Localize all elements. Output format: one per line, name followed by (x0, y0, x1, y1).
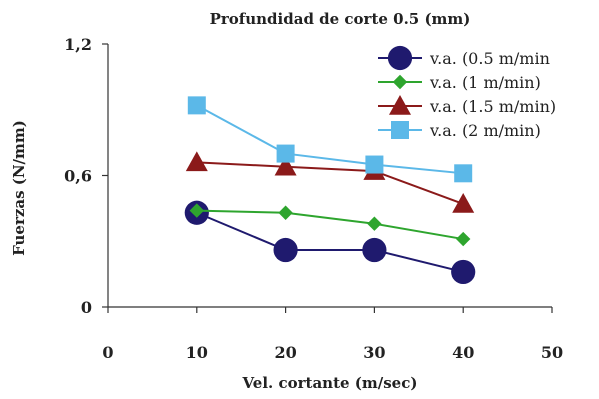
data-point (278, 205, 293, 220)
series-line (196, 104, 464, 175)
data-point (276, 144, 295, 163)
legend-item: v.a. (1.5 m/min) (378, 95, 556, 116)
y-axis-label: Fuerzas (N/mm) (10, 120, 28, 256)
series-group (184, 96, 476, 285)
series-1 (184, 200, 476, 285)
x-tick-label: 30 (363, 343, 385, 362)
x-axis-label: Vel. cortante (m/sec) (242, 374, 418, 392)
legend-marker (389, 95, 411, 115)
data-point (273, 237, 298, 263)
series-line (196, 161, 464, 205)
legend-marker (392, 74, 408, 90)
legend-item: v.a. (0.5 m/min (378, 45, 550, 71)
series-2 (189, 203, 471, 247)
chart-title: Profundidad de corte 0.5 (mm) (210, 10, 471, 28)
legend-label: v.a. (0.5 m/min (429, 49, 550, 68)
y-tick-label: 0 (81, 298, 92, 317)
y-tick-label: 0,6 (64, 167, 92, 186)
legend-marker (391, 121, 409, 139)
data-point (367, 216, 382, 231)
series-line (196, 211, 464, 273)
data-point (362, 237, 387, 263)
data-point (452, 192, 475, 213)
x-tick-label: 0 (102, 343, 113, 362)
series-line (196, 209, 464, 241)
data-point (365, 155, 384, 174)
x-tick-label: 10 (186, 343, 208, 362)
data-point (274, 155, 297, 176)
legend: v.a. (0.5 m/min v.a. (1 m/min) v.a. (1.5 m… (378, 45, 556, 140)
data-point (189, 203, 204, 218)
y-tick-label: 1,2 (64, 35, 92, 54)
y-axis-ticks: 0 0,6 1,2 (64, 35, 108, 317)
x-tick-label: 40 (452, 343, 474, 362)
x-axis-ticks: 0 10 20 30 40 50 (102, 307, 563, 362)
legend-label: v.a. (1.5 m/min) (429, 97, 556, 116)
data-point (454, 164, 473, 183)
data-point (185, 151, 208, 172)
x-tick-label: 50 (541, 343, 563, 362)
legend-label: v.a. (2 m/min) (429, 121, 541, 140)
legend-label: v.a. (1 m/min) (429, 73, 541, 92)
x-tick-label: 20 (274, 343, 296, 362)
series-3 (185, 151, 475, 213)
legend-item: v.a. (2 m/min) (378, 121, 541, 140)
series-4 (187, 96, 473, 183)
data-point (456, 231, 471, 247)
legend-item: v.a. (1 m/min) (378, 73, 541, 92)
legend-marker (387, 45, 413, 71)
data-point (451, 259, 476, 285)
data-point (187, 96, 206, 115)
